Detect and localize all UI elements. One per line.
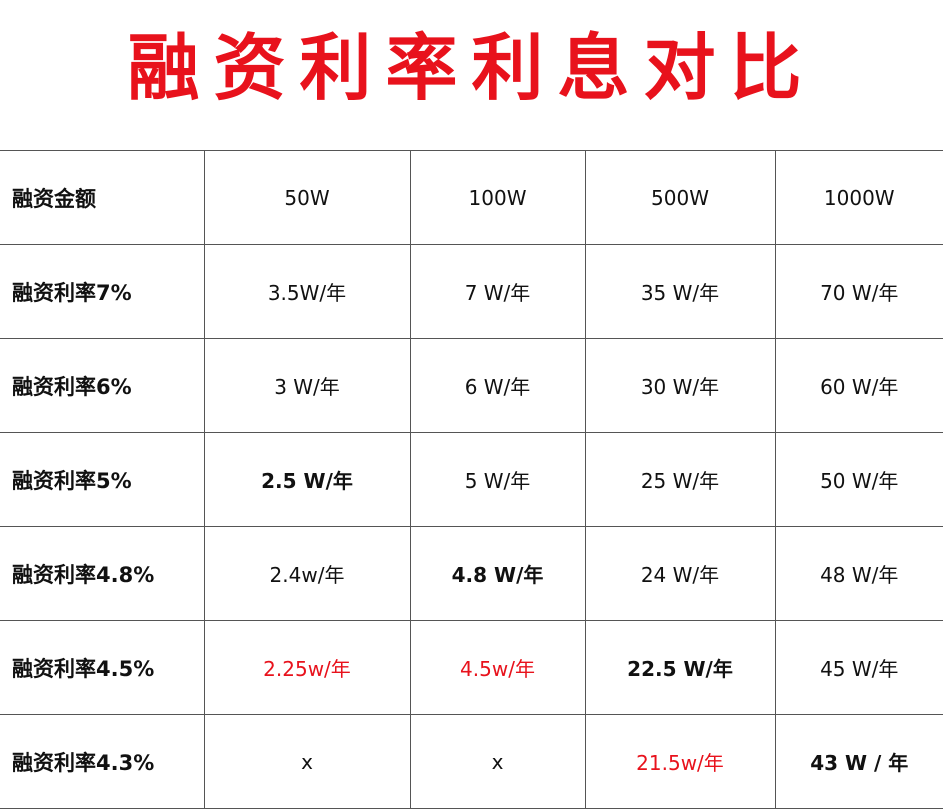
header-amount: 100W — [409, 150, 586, 245]
header-amount: 500W — [584, 150, 776, 245]
page-title: 融资利率利息对比 — [127, 26, 816, 110]
interest-cell: 60 W/年 — [774, 338, 943, 433]
rate-label: 融资利率5% — [0, 432, 205, 527]
rate-label: 融资利率4.5% — [0, 620, 205, 715]
interest-cell: 4.5w/年 — [409, 620, 586, 715]
header-label: 融资金额 — [0, 150, 205, 245]
header-amount: 50W — [203, 150, 411, 245]
interest-cell: 30 W/年 — [584, 338, 776, 433]
interest-cell: 48 W/年 — [774, 526, 943, 621]
interest-cell: 4.8 W/年 — [409, 526, 586, 621]
interest-cell: 7 W/年 — [409, 244, 586, 339]
interest-cell: 22.5 W/年 — [584, 620, 776, 715]
interest-cell: 50 W/年 — [774, 432, 943, 527]
interest-cell: 3.5W/年 — [203, 244, 411, 339]
header-row: 融资金额 50W 100W 500W 1000W — [0, 150, 943, 245]
interest-cell: 35 W/年 — [584, 244, 776, 339]
rate-label: 融资利率7% — [0, 244, 205, 339]
interest-cell: x — [409, 714, 586, 809]
table-row: 融资利率7% 3.5W/年 7 W/年 35 W/年 70 W/年 — [0, 244, 943, 339]
table-row: 融资利率5% 2.5 W/年 5 W/年 25 W/年 50 W/年 — [0, 432, 943, 527]
interest-cell: 3 W/年 — [203, 338, 411, 433]
interest-cell: 5 W/年 — [409, 432, 586, 527]
rate-label: 融资利率6% — [0, 338, 205, 433]
interest-cell: 24 W/年 — [584, 526, 776, 621]
interest-cell: 25 W/年 — [584, 432, 776, 527]
interest-cell: 2.5 W/年 — [203, 432, 411, 527]
rate-label: 融资利率4.3% — [0, 714, 205, 809]
header-amount: 1000W — [774, 150, 943, 245]
table-row: 融资利率4.3% x x 21.5w/年 43 W / 年 — [0, 714, 943, 809]
table-row: 融资利率4.5% 2.25w/年 4.5w/年 22.5 W/年 45 W/年 — [0, 620, 943, 715]
interest-cell: 2.25w/年 — [203, 620, 411, 715]
rate-label: 融资利率4.8% — [0, 526, 205, 621]
table-row: 融资利率6% 3 W/年 6 W/年 30 W/年 60 W/年 — [0, 338, 943, 433]
interest-cell: 43 W / 年 — [774, 714, 943, 809]
interest-comparison-table: 融资金额 50W 100W 500W 1000W 融资利率7% 3.5W/年 7 W/年 35 … — [0, 150, 943, 809]
table-row: 融资利率4.8% 2.4w/年 4.8 W/年 24 W/年 48 W/年 — [0, 526, 943, 621]
interest-cell: x — [203, 714, 411, 809]
interest-cell: 6 W/年 — [409, 338, 586, 433]
interest-cell: 45 W/年 — [774, 620, 943, 715]
interest-cell: 2.4w/年 — [203, 526, 411, 621]
interest-cell: 21.5w/年 — [584, 714, 776, 809]
interest-cell: 70 W/年 — [774, 244, 943, 339]
